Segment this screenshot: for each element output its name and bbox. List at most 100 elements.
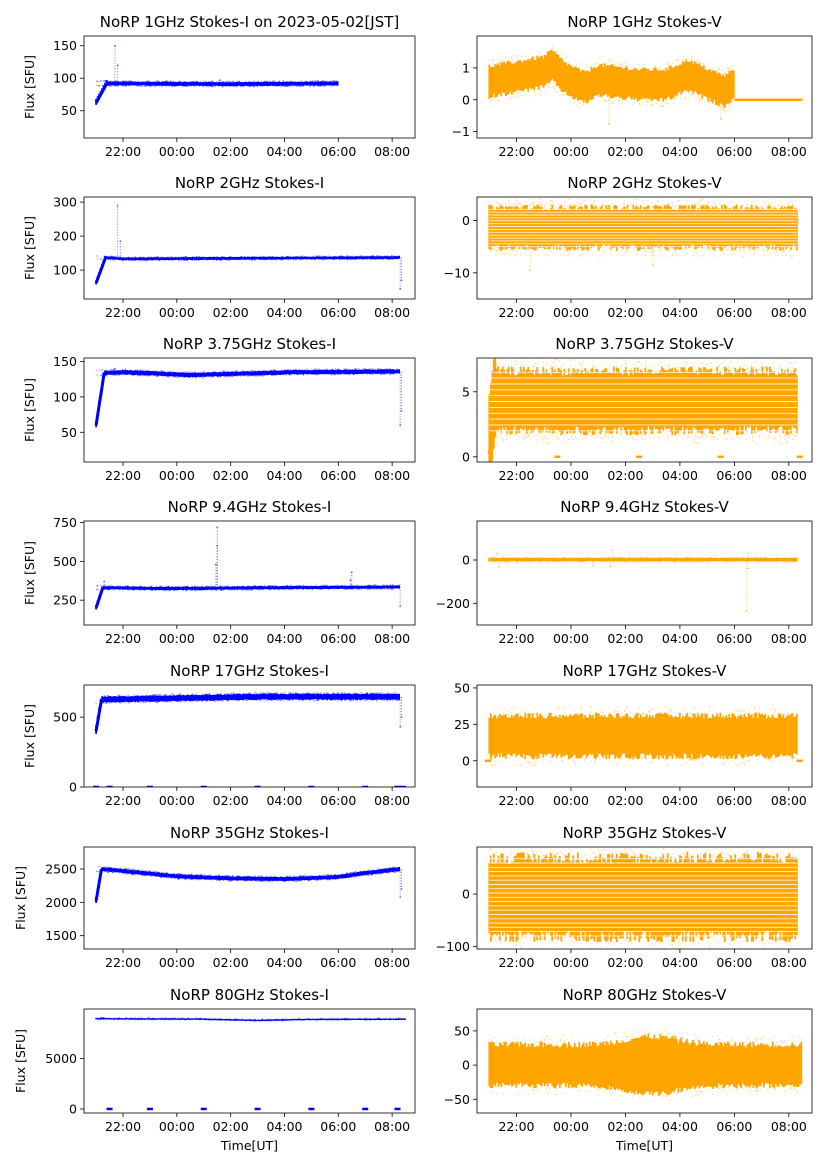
scatter-point [577,198,579,200]
scatter-point [785,939,787,941]
scatter-point [772,249,774,251]
scatter-point [139,589,141,591]
scatter-point [341,692,343,695]
scatter-point [145,701,147,703]
scatter-point [100,702,103,704]
scatter-point [201,256,204,258]
scatter-point [543,205,545,207]
scatter-point [100,80,102,82]
scatter-point [149,85,151,87]
scatter-point [671,247,673,249]
scatter-point [258,588,261,591]
scatter-point [127,872,129,875]
scatter-point [796,952,797,953]
scatter-point [540,203,542,206]
scatter-point [506,560,509,562]
scatter-point [643,844,644,845]
scatter-point [755,557,758,559]
scatter-point [196,80,199,83]
scatter-point [271,256,273,258]
scatter-point [556,757,558,760]
scatter-point [555,855,557,857]
scatter-point [533,365,535,368]
scatter-point [364,700,366,702]
scatter-point [250,259,253,261]
scatter-point [789,941,791,943]
scatter-point [282,700,285,702]
scatter-point [620,857,623,859]
scatter-point [137,85,140,87]
scatter-point [720,249,722,251]
scatter-point [498,560,500,563]
scatter-point [300,874,302,877]
scatter-point [163,700,166,703]
scatter-point [344,373,346,375]
scatter-point [696,61,698,63]
scatter-point [231,589,233,591]
scatter-point [145,375,148,377]
scatter-point [592,852,594,854]
scatter-point [567,206,569,208]
scatter-point [295,585,297,587]
scatter-point [553,369,556,372]
scatter-point [308,585,310,587]
scatter-point [317,85,319,87]
scatter-point [504,561,506,563]
scatter-point [141,869,143,872]
scatter-point [144,875,146,877]
scatter-point [591,253,594,256]
spike-point [116,64,119,67]
scatter-point [262,255,265,258]
scatter-point [253,85,256,88]
scatter-point [584,761,586,763]
scatter-point [766,857,768,859]
scatter-point [128,694,130,696]
scatter-point [723,764,725,766]
scatter-point [230,375,233,378]
scatter-point [776,938,779,940]
scatter-point [191,376,193,378]
scatter-point [203,878,206,881]
scatter-point [174,589,176,592]
scatter-point [766,842,767,843]
scatter-point [563,435,565,437]
scatter-point [110,255,113,258]
scatter-point [212,376,214,378]
scatter-point [398,699,400,702]
scatter-point [220,259,222,261]
scatter-point [513,855,515,858]
scatter-point [127,256,129,258]
scatter-point [620,103,623,106]
scatter-point [302,692,305,694]
scatter-point [691,56,693,58]
scatter-point [210,80,213,83]
scatter-point [727,939,729,941]
scatter-point [368,869,370,871]
scatter-point [169,589,171,592]
scatter-point [657,363,659,365]
scatter-point [242,692,245,695]
scatter-point [640,938,642,940]
scatter-point [637,361,640,363]
scatter-point [175,694,178,696]
scatter-point [773,366,775,368]
scatter-point [497,936,499,938]
scatter-point [668,102,670,105]
scatter-point [640,945,643,947]
scatter-point [525,53,527,56]
scatter-point [247,875,249,877]
scatter-point [544,91,547,93]
scatter-point [688,561,690,563]
scatter-point [382,699,384,701]
scatter-point [621,254,624,257]
scatter-point [327,879,329,881]
scatter-point [708,430,710,432]
scatter-point [390,255,393,257]
scatter-point [147,694,149,696]
scatter-point [203,371,205,373]
scatter-point [725,759,727,762]
scatter-point [126,694,128,697]
scatter-point [353,871,355,873]
scatter-point [495,246,497,248]
scatter-point [793,756,795,759]
